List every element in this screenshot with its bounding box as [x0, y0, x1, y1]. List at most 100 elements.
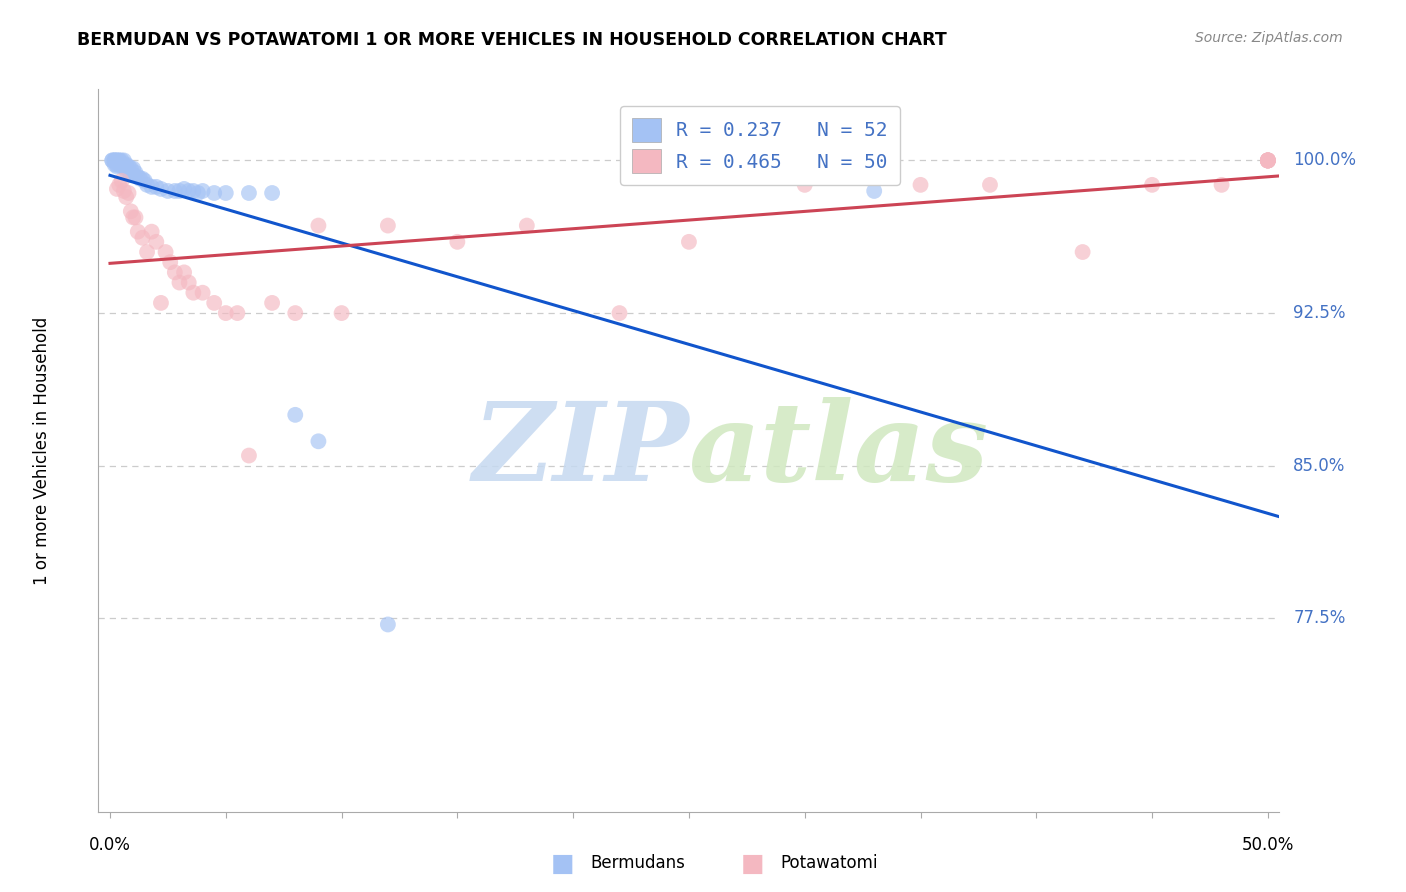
Point	[1140, 178, 1163, 192]
Point	[1257, 153, 1279, 168]
Point	[108, 157, 131, 171]
Point	[112, 153, 135, 168]
Point	[110, 160, 132, 174]
Text: 77.5%: 77.5%	[1294, 609, 1346, 627]
Text: Source: ZipAtlas.com: Source: ZipAtlas.com	[1195, 31, 1343, 45]
Point	[377, 617, 399, 632]
Point	[793, 178, 815, 192]
Point	[177, 276, 200, 290]
Point	[127, 225, 149, 239]
Point	[149, 182, 172, 196]
Text: Potawatomi: Potawatomi	[780, 855, 877, 872]
Point	[187, 186, 209, 200]
Point	[108, 153, 131, 168]
Point	[112, 160, 135, 174]
Point	[101, 153, 124, 168]
Point	[863, 184, 886, 198]
Point	[136, 178, 159, 192]
Point	[1257, 153, 1279, 168]
Point	[284, 408, 307, 422]
Point	[105, 157, 128, 171]
Point	[156, 184, 179, 198]
Point	[183, 184, 205, 198]
Point	[262, 186, 284, 200]
Point	[101, 153, 124, 168]
Point	[115, 157, 138, 171]
Point	[202, 296, 225, 310]
Point	[129, 171, 152, 186]
Point	[163, 265, 186, 279]
Point	[609, 306, 631, 320]
Point	[104, 153, 127, 168]
Text: ■: ■	[741, 852, 763, 875]
Point	[191, 285, 214, 300]
Point	[177, 184, 200, 198]
Point	[122, 211, 145, 225]
Point	[163, 184, 186, 198]
Text: 50.0%: 50.0%	[1241, 836, 1294, 855]
Point	[1257, 153, 1279, 168]
Point	[516, 219, 538, 233]
Point	[202, 186, 225, 200]
Point	[120, 168, 142, 182]
Point	[183, 285, 205, 300]
Point	[131, 231, 153, 245]
Point	[105, 153, 128, 168]
Point	[110, 157, 132, 171]
Point	[105, 182, 128, 196]
Point	[136, 245, 159, 260]
Point	[110, 153, 132, 168]
Point	[141, 225, 163, 239]
Point	[110, 174, 132, 188]
Point	[169, 184, 191, 198]
Text: Bermudans: Bermudans	[591, 855, 685, 872]
Point	[117, 160, 139, 174]
Point	[104, 153, 127, 168]
Point	[120, 204, 142, 219]
Point	[127, 169, 149, 184]
Point	[131, 171, 153, 186]
Point	[377, 219, 399, 233]
Point	[149, 296, 172, 310]
Point	[173, 182, 195, 196]
Point	[141, 180, 163, 194]
Legend: R = 0.237   N = 52, R = 0.465   N = 50: R = 0.237 N = 52, R = 0.465 N = 50	[620, 106, 900, 185]
Point	[108, 153, 131, 168]
Point	[117, 163, 139, 178]
Point	[910, 178, 932, 192]
Point	[215, 306, 238, 320]
Point	[678, 235, 700, 249]
Text: ZIP: ZIP	[472, 397, 689, 504]
Point	[120, 161, 142, 176]
Point	[115, 163, 138, 178]
Point	[159, 255, 181, 269]
Point	[215, 186, 238, 200]
Text: atlas: atlas	[689, 397, 990, 504]
Point	[122, 161, 145, 176]
Point	[307, 434, 329, 449]
Point	[134, 174, 156, 188]
Point	[155, 245, 177, 260]
Point	[112, 184, 135, 198]
Point	[145, 180, 167, 194]
Point	[145, 235, 167, 249]
Point	[330, 306, 353, 320]
Point	[307, 219, 329, 233]
Point	[1257, 153, 1279, 168]
Point	[1257, 153, 1279, 168]
Point	[1257, 153, 1279, 168]
Text: 0.0%: 0.0%	[89, 836, 131, 855]
Point	[226, 306, 249, 320]
Point	[117, 186, 139, 200]
Point	[238, 186, 260, 200]
Point	[173, 265, 195, 279]
Text: 100.0%: 100.0%	[1294, 152, 1357, 169]
Point	[446, 235, 468, 249]
Point	[124, 166, 146, 180]
Point	[1257, 153, 1279, 168]
Point	[238, 449, 260, 463]
Point	[1257, 153, 1279, 168]
Point	[262, 296, 284, 310]
Point	[104, 153, 127, 168]
Point	[122, 168, 145, 182]
